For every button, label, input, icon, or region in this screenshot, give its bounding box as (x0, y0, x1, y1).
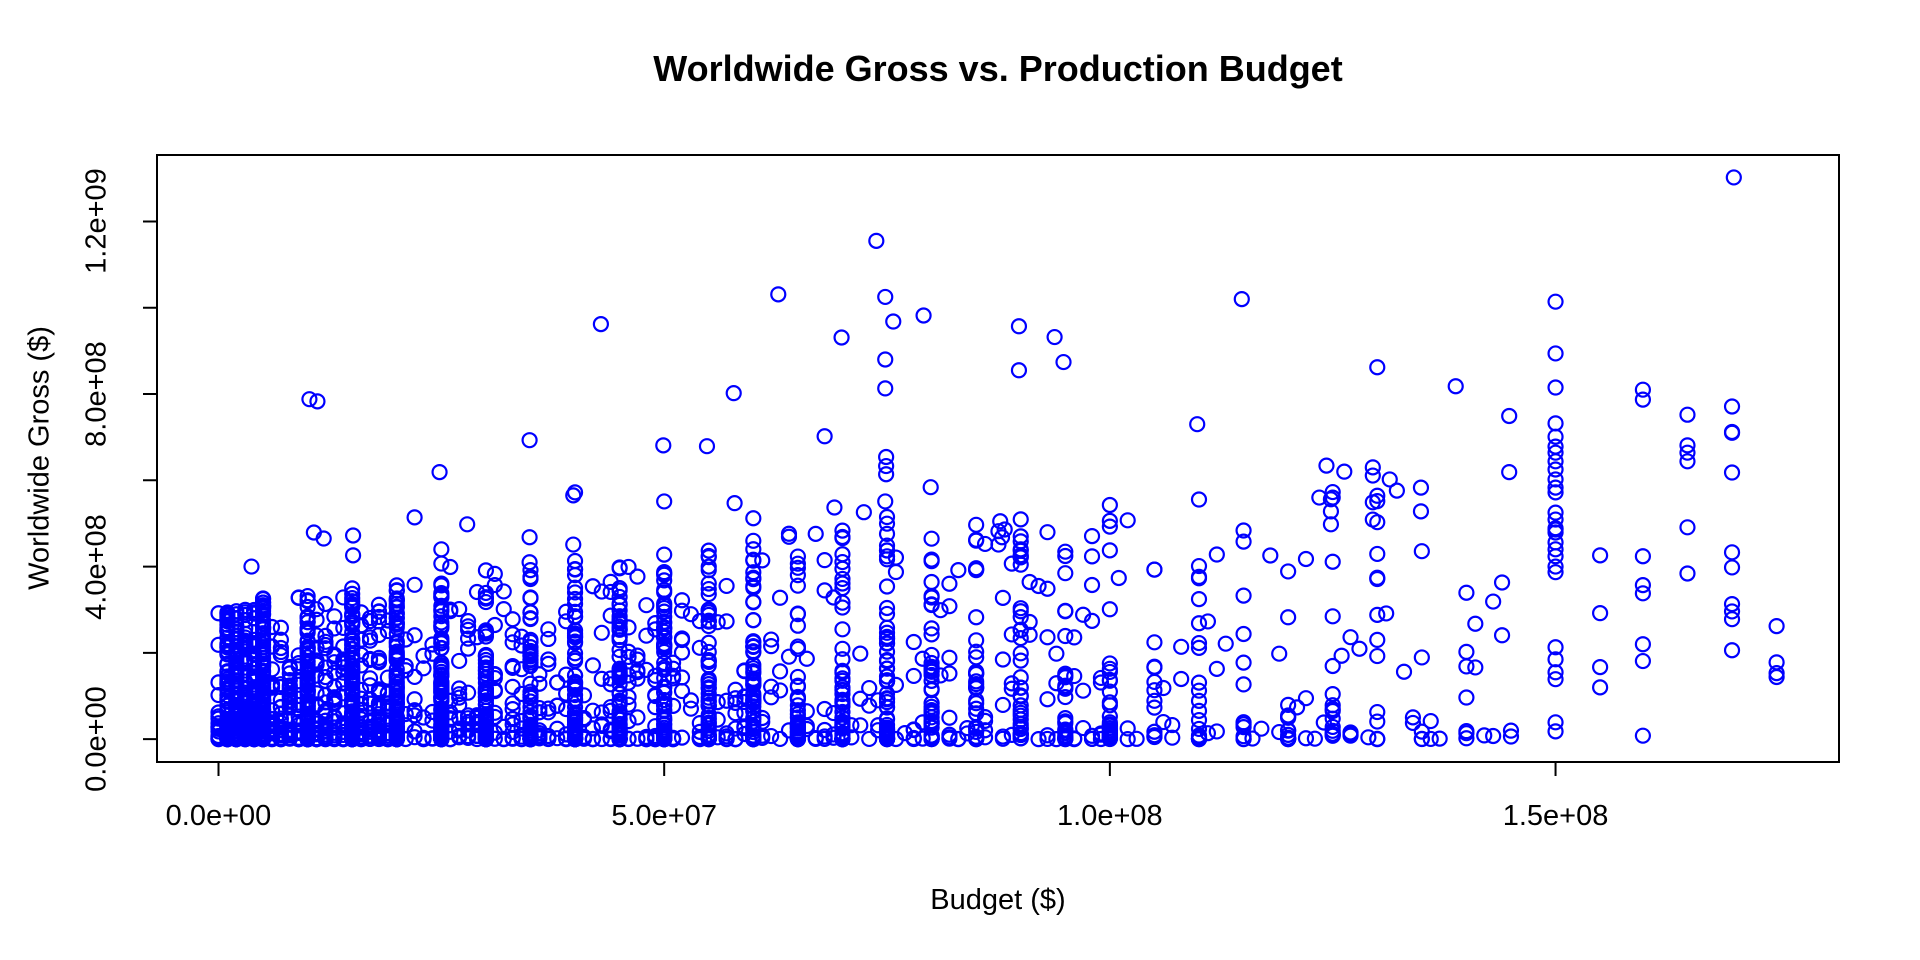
y-tick-label-0: 0.0e+00 (80, 686, 113, 792)
x-tick-label-3: 1.5e+08 (1502, 800, 1609, 832)
x-tick-label-1: 5.0e+07 (611, 800, 717, 832)
y-tick-label-3: 1.2e+09 (80, 168, 113, 275)
x-axis-label: Budget ($) (930, 884, 1066, 916)
y-tick-label-1: 4.0e+08 (80, 513, 113, 620)
y-axis-label: Worldwide Gross ($) (23, 326, 56, 590)
x-tick-label-0: 0.0e+00 (165, 800, 272, 832)
y-tick-label-2: 8.0e+08 (80, 341, 113, 447)
x-tick-label-2: 1.0e+08 (1057, 800, 1163, 832)
chart-title: Worldwide Gross vs. Production Budget (653, 48, 1343, 89)
